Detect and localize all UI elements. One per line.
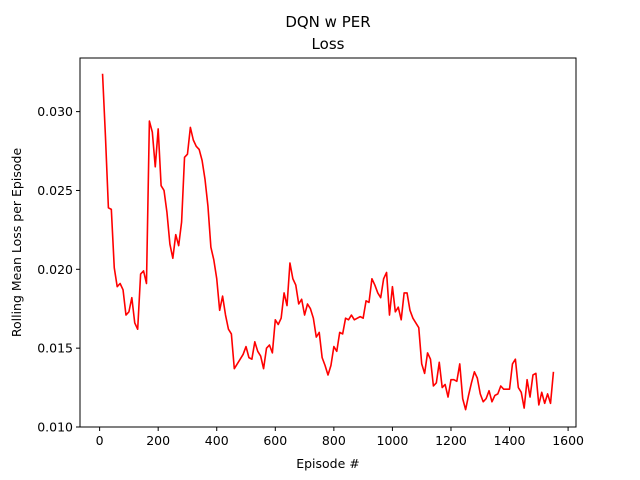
chart-subtitle: Loss [312,35,345,53]
chart-title: DQN w PER [285,13,370,31]
y-tick-label: 0.030 [37,104,73,119]
y-tick-label: 0.025 [37,183,73,198]
x-tick-label: 600 [263,433,287,448]
y-tick-label: 0.010 [37,420,73,435]
x-tick-label: 1400 [494,433,526,448]
y-tick-label: 0.020 [37,262,73,277]
x-axis: 0 200 400 600 800 1000 1200 1400 1600 [96,427,584,448]
x-tick-label: 400 [205,433,229,448]
y-axis: 0.010 0.015 0.020 0.025 0.030 [37,104,80,435]
x-tick-label: 1200 [435,433,467,448]
plot-frame [79,57,577,428]
y-axis-label: Rolling Mean Loss per Episode [9,148,24,338]
x-tick-label: 0 [96,433,104,448]
x-tick-label: 1600 [552,433,584,448]
plot-area [79,57,577,428]
x-tick-label: 200 [146,433,170,448]
x-axis-label: Episode # [296,456,360,471]
x-tick-label: 800 [322,433,346,448]
y-tick-label: 0.015 [37,341,73,356]
series-line [101,73,555,411]
x-tick-label: 1000 [377,433,409,448]
